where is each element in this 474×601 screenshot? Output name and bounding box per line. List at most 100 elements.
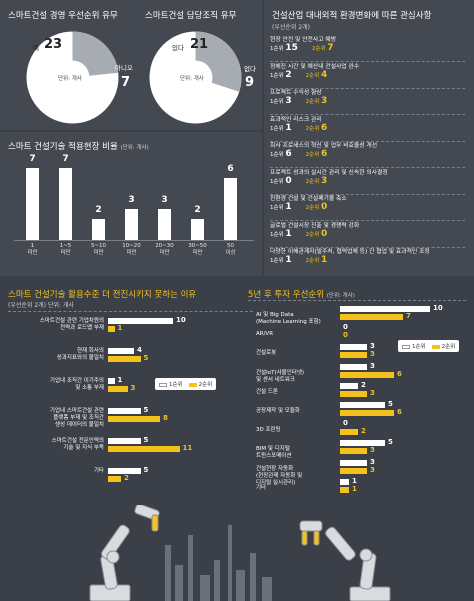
ratio-category: 1~5 미만 bbox=[59, 243, 72, 256]
pie2-unit: 단위: 개사 bbox=[180, 76, 204, 82]
interest-divider bbox=[270, 193, 465, 195]
invest-category: AI 및 Big Data (Machine Learning 포함) bbox=[256, 312, 321, 325]
ratio-category: 1 미만 bbox=[27, 243, 38, 256]
invest-bar-r2 bbox=[340, 390, 367, 397]
reasons-bar-r2 bbox=[108, 416, 160, 422]
pie1-hole bbox=[55, 60, 90, 95]
invest-category: 기타 bbox=[256, 484, 267, 491]
interest-item-values: 1순위 3 2순위 3 bbox=[270, 97, 465, 107]
invest-category: 건설로봇 bbox=[256, 350, 277, 357]
reasons-category: 스마트건설 관련 기업차원의 전략과 로드맵 부재 bbox=[39, 318, 104, 331]
pie2-yes-label: 있다 bbox=[172, 44, 184, 52]
interest-item-label: 현장 안전 및 안전사고 예방 bbox=[270, 37, 337, 43]
invest-title-text: 5년 후 투자 우선순위 bbox=[248, 290, 325, 300]
interest-rank2: 2순위 6 bbox=[305, 122, 328, 133]
invest-value-r2: 2 bbox=[361, 427, 366, 436]
interest-item-values: 1순위 2 2순위 4 bbox=[270, 69, 465, 81]
ratio-category: 20~30 미만 bbox=[155, 243, 174, 256]
reasons-value-r1: 5 bbox=[143, 406, 149, 414]
interest-rank2: 2순위 3 bbox=[305, 96, 328, 106]
invest-value-r2: 7 bbox=[406, 312, 411, 320]
invest-value-r1: 10 bbox=[433, 304, 443, 312]
pie1-unit: 단위: 개사 bbox=[58, 76, 82, 82]
reasons-bar-r2 bbox=[108, 446, 180, 452]
invest-bar-r1 bbox=[340, 382, 358, 389]
interest-item-values: 1순위 15 2순위 7 bbox=[270, 44, 465, 54]
reasons-category: 현재 회사의 성과지표와의 불일치 bbox=[56, 348, 104, 361]
interest-rank2-value: 3 bbox=[321, 96, 328, 106]
interest-rank1-value: 0 bbox=[285, 175, 292, 186]
ratio-bar-value: 6 bbox=[227, 164, 234, 175]
interest-divider bbox=[270, 114, 465, 115]
ratio-category: 50 이상 bbox=[225, 243, 236, 256]
invest-value-r1: 3 bbox=[370, 457, 375, 466]
invest-bar-r1 bbox=[340, 306, 430, 312]
invest-value-r1: 0 bbox=[343, 323, 348, 332]
pie1-title: 스마트건설 경영 우선순위 유무 bbox=[8, 11, 118, 21]
ratio-bar bbox=[224, 178, 237, 240]
interest-item-values: 1순위 1 2순위 6 bbox=[270, 122, 465, 134]
pie1-chart bbox=[25, 30, 120, 129]
interest-item-label: 효과적인 리스크 관리 bbox=[270, 116, 322, 123]
interest-rank1-value: 6 bbox=[285, 149, 292, 159]
interest-rank1: 1순위 1 bbox=[270, 202, 292, 212]
ratio-bar bbox=[59, 168, 72, 240]
interest-rank2-value: 7 bbox=[327, 43, 334, 53]
invest-value-r2: 1 bbox=[352, 484, 357, 493]
ratio-bar-value: 3 bbox=[161, 195, 168, 206]
interest-rank1: 1순위 6 bbox=[270, 149, 292, 159]
invest-bar-r2 bbox=[340, 314, 403, 320]
ratio-bar bbox=[125, 209, 138, 240]
invest-unit: (단위: 개사) bbox=[326, 293, 355, 299]
invest-bar-r2 bbox=[340, 467, 367, 474]
invest-legend: 1순위 2순위 bbox=[398, 340, 460, 352]
interest-rank2-value: 6 bbox=[321, 149, 328, 159]
interest-rank1: 1순위 1 bbox=[270, 122, 292, 133]
ratio-bar-value: 7 bbox=[62, 154, 69, 164]
reasons-category: 기타 bbox=[93, 468, 104, 474]
reasons-bar-r1 bbox=[108, 318, 173, 324]
invest-bar-r2 bbox=[340, 371, 394, 378]
invest-bar-r1 bbox=[340, 440, 385, 447]
interest-item: 다양한 이해관계자(발주처, 협력업체 등) 간 협업 및 효과적인 조정 1순위… bbox=[270, 248, 465, 275]
reasons-value-r1: 4 bbox=[137, 346, 142, 354]
interest-rank2: 2순위 4 bbox=[305, 69, 328, 80]
invest-category: 건설현장 자동화 (현장관제 자동화 및 디지털 실시관리) bbox=[256, 465, 303, 486]
reasons-bar-r2 bbox=[108, 356, 141, 362]
interest-item-values: 1순위 1 2순위 0 bbox=[270, 203, 465, 213]
interest-item-label: 프로젝트 성과의 실시간 관리 및 신속한 의사결정 bbox=[270, 169, 388, 176]
reasons-legend-r2: 2순위 bbox=[188, 380, 212, 388]
ratio-title-text: 스마트 건설기술 적용현장 비율 bbox=[8, 142, 118, 152]
ratio-bar bbox=[191, 219, 204, 240]
interest-rank2-value: 0 bbox=[321, 228, 328, 239]
ratio-bar bbox=[158, 209, 171, 240]
skyline-tower-7 bbox=[236, 570, 245, 601]
reasons-subtitle: (우선순위 2개) 단위: 개사 bbox=[8, 302, 74, 309]
robot-arm-right bbox=[299, 520, 391, 601]
reasons-bar-r2 bbox=[108, 326, 115, 332]
invest-bar-r2 bbox=[340, 352, 367, 359]
ratio-bar bbox=[26, 168, 39, 240]
interest-item: 정해진 시간 및 예산내 건설사업 완수 1순위 2 2순위 4 bbox=[270, 63, 465, 90]
pie1-no-label: 아니오 bbox=[115, 64, 133, 72]
invest-value-r1: 2 bbox=[361, 380, 366, 389]
reasons-category: 스마트건설 전문인력의 기술 및 지식 부족 bbox=[51, 438, 104, 451]
invest-value-r1: 1 bbox=[352, 476, 357, 485]
reasons-bar-r1 bbox=[108, 438, 141, 444]
ratio-category: 30~50 미만 bbox=[188, 243, 207, 256]
reasons-value-r2: 2 bbox=[124, 474, 129, 482]
interest-divider bbox=[270, 61, 465, 62]
interest-rank1: 1순위 1 bbox=[270, 255, 292, 265]
invest-value-r2: 3 bbox=[370, 446, 375, 455]
reasons-bar-r1 bbox=[108, 468, 141, 474]
interest-divider bbox=[270, 167, 465, 168]
interest-rank2: 2순위 6 bbox=[305, 149, 328, 159]
ratio-category: 5~10 미만 bbox=[90, 243, 107, 256]
interest-rank2-value: 0 bbox=[321, 202, 328, 212]
ratio-title: 스마트 건설기술 적용현장 비율 (단위: 개사) bbox=[8, 140, 149, 152]
invest-bar-r1 bbox=[340, 478, 349, 485]
invest-bar-r1 bbox=[340, 363, 367, 370]
interest-divider bbox=[270, 140, 465, 142]
pie2-svg bbox=[149, 31, 242, 124]
interest-subtitle: (우선순위 2개) bbox=[272, 24, 311, 31]
